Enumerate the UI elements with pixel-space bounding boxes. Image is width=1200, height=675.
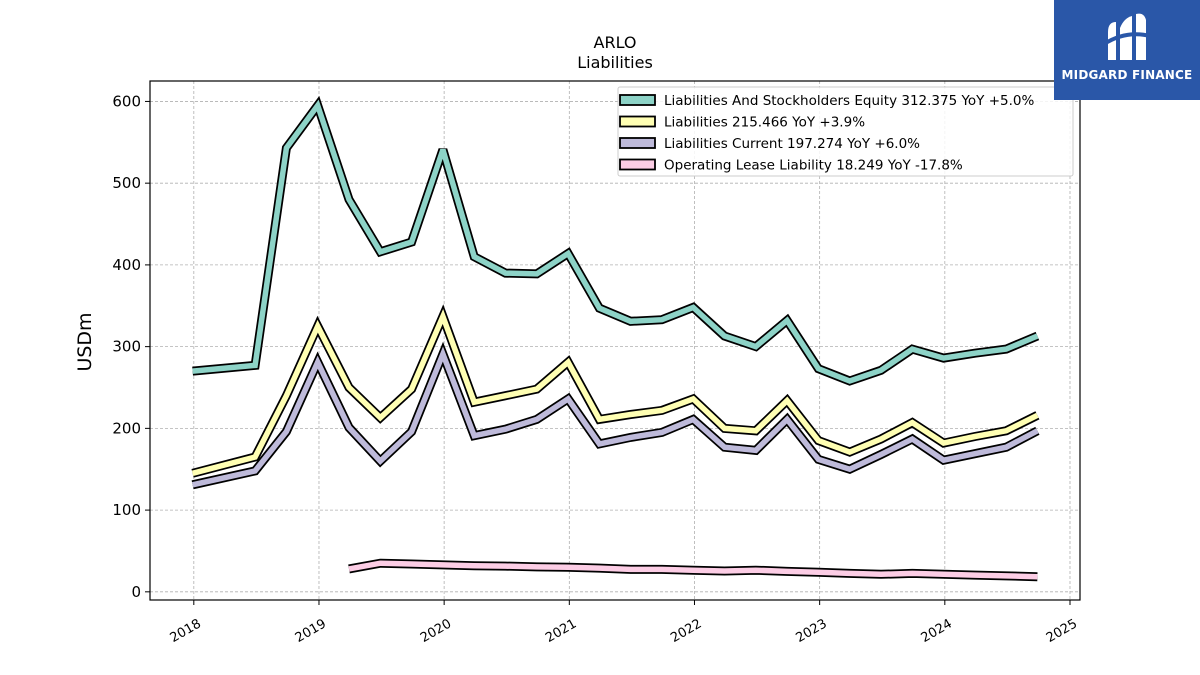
y-tick-label: 500 <box>112 174 141 192</box>
y-axis: 0 100 200 300 400 500 600 <box>112 92 150 601</box>
y-tick-label: 0 <box>131 583 141 601</box>
y-tick-label: 200 <box>112 419 141 437</box>
x-tick-label: 2019 <box>293 616 329 646</box>
brand-logo-text: MIDGARD FINANCE <box>1061 68 1193 82</box>
y-tick-label: 400 <box>112 256 141 274</box>
legend-swatch <box>619 115 656 128</box>
x-tick-label: 2021 <box>543 616 579 646</box>
series-line-2 <box>192 346 1039 488</box>
legend-entry: Liabilities And Stockholders Equity 312.… <box>664 93 1034 109</box>
legend-swatch <box>619 94 656 106</box>
legend-entry: Operating Lease Liability 18.249 YoY -17… <box>664 158 963 174</box>
x-tick-label: 2024 <box>919 616 955 646</box>
x-tick-label: 2022 <box>668 616 704 646</box>
chart-title: ARLO <box>594 33 637 52</box>
y-tick-label: 100 <box>112 501 141 519</box>
brand-mark-icon <box>1102 13 1151 61</box>
brand-logo: MIDGARD FINANCE <box>1054 0 1200 100</box>
x-tick-label: 2018 <box>168 616 204 646</box>
series-line-0 <box>192 99 1039 384</box>
x-tick-label: 2025 <box>1044 616 1080 646</box>
legend-swatch <box>619 158 656 171</box>
legend-box <box>617 86 1074 177</box>
series-line-1 <box>191 308 1039 476</box>
plot-frame <box>149 80 1081 601</box>
legend-entry: Liabilities 215.466 YoY +3.9% <box>664 115 865 131</box>
y-tick-label: 600 <box>112 92 141 110</box>
y-tick-label: 300 <box>112 338 141 356</box>
chart-subtitle: Liabilities <box>577 53 653 72</box>
series-lines <box>191 95 1040 582</box>
x-tick-label: 2020 <box>418 616 454 646</box>
y-axis-label: USDm <box>74 312 96 371</box>
legend-swatch <box>619 137 656 149</box>
x-tick-label: 2023 <box>793 616 829 646</box>
x-axis: 2018 2019 2020 2021 2022 2023 2024 2025 <box>168 600 1080 646</box>
series-line-3 <box>348 560 1038 580</box>
legend: Liabilities And Stockholders Equity 312.… <box>617 86 1074 177</box>
legend-entry: Liabilities Current 197.274 YoY +6.0% <box>664 136 920 152</box>
series-outline-1 <box>191 304 1040 478</box>
